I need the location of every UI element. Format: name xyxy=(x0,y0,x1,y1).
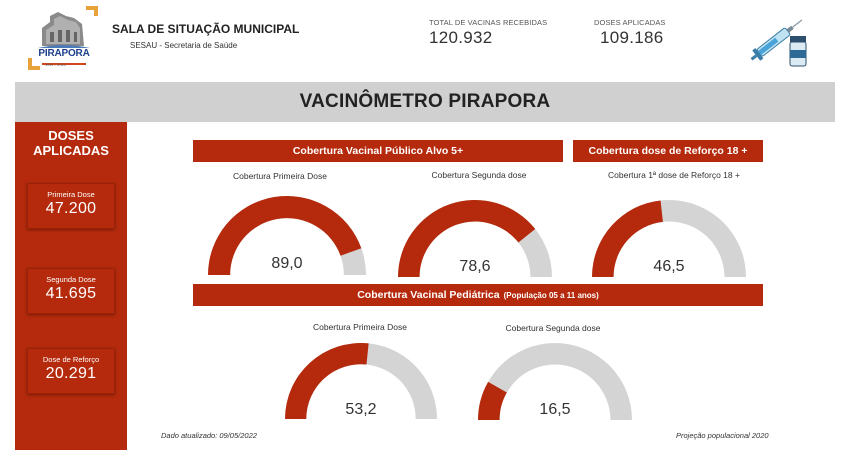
header: PIRAPORA 1911 - 2021 SALA DE SITUAÇÃO MU… xyxy=(0,0,850,80)
gauge-fill xyxy=(592,200,663,277)
dose-card-value: 47.200 xyxy=(45,200,97,217)
org-title: SALA DE SITUAÇÃO MUNICIPAL xyxy=(112,22,300,36)
gauge-value: 78,6 xyxy=(459,258,491,275)
gauge-fill xyxy=(208,196,362,275)
dose-card-value: 20.291 xyxy=(45,365,97,382)
gauge-second-dose xyxy=(398,200,552,277)
section-pediatric-note: (População 05 a 11 anos) xyxy=(503,290,599,300)
doses-sidebar: DOSES APLICADAS Primeira Dose 47.200 Seg… xyxy=(15,122,127,450)
last-updated-note: Dado atualizado: 09/05/2022 xyxy=(161,431,257,440)
sidebar-title: DOSES APLICADAS xyxy=(15,128,127,158)
sidebar-title-line1: DOSES xyxy=(48,128,94,143)
gauge-label: Cobertura Primeira Dose xyxy=(312,322,407,332)
sidebar-title-line2: APLICADAS xyxy=(33,143,109,158)
gauge-fill xyxy=(398,200,536,277)
org-subtitle: SESAU - Secretaria de Saúde xyxy=(130,41,238,50)
section-booster-coverage: Cobertura dose de Reforço 18 + xyxy=(573,140,763,162)
section-target-coverage: Cobertura Vacinal Público Alvo 5+ xyxy=(193,140,563,162)
dose-card-second: Segunda Dose 41.695 xyxy=(27,268,115,314)
page-title-bar: VACINÔMETRO PIRAPORA xyxy=(15,82,835,122)
gauge-pediatric-first-dose xyxy=(285,343,437,419)
dose-card-label: Segunda Dose xyxy=(46,275,96,284)
logo-years: 1911 - 2021 xyxy=(45,62,67,67)
kpi-doses-applied-value: 109.186 xyxy=(600,28,664,47)
section-target-title: Cobertura Vacinal Público Alvo 5+ xyxy=(292,145,464,157)
gauge-label: Cobertura Segunda dose xyxy=(431,170,527,180)
gauge-label: Cobertura 1ª dose de Reforço 18 + xyxy=(608,170,740,180)
gauge-fill xyxy=(285,343,369,419)
gauge-first-dose xyxy=(208,196,366,275)
gauge-track xyxy=(478,343,632,420)
city-logo-icon xyxy=(28,6,98,70)
gauge-label: Cobertura Primeira Dose xyxy=(232,171,327,181)
dose-card-value: 41.695 xyxy=(45,285,97,302)
syringe-vial-icon xyxy=(750,19,807,67)
dose-card-label: Primeira Dose xyxy=(47,190,95,199)
dose-card-first: Primeira Dose 47.200 xyxy=(27,183,115,229)
dose-card-booster: Dose de Reforço 20.291 xyxy=(27,348,115,394)
population-projection-note: Projeção populacional 2020 xyxy=(676,431,769,440)
kpi-total-received-value: 120.932 xyxy=(429,28,493,47)
gauge-value: 46,5 xyxy=(653,258,685,275)
dose-card-label: Dose de Reforço xyxy=(42,355,100,364)
section-booster-title: Cobertura dose de Reforço 18 + xyxy=(588,145,748,157)
gauge-booster-dose xyxy=(592,200,746,277)
kpi-doses-applied-label: DOSES APLICADAS xyxy=(594,18,666,27)
gauge-fill xyxy=(478,381,507,420)
kpi-total-received-label: TOTAL DE VACINAS RECEBIDAS xyxy=(429,18,548,27)
gauge-label: Cobertura Segunda dose xyxy=(505,323,601,333)
gauge-value: 16,5 xyxy=(539,401,571,418)
logo-name: PIRAPORA xyxy=(38,48,90,60)
gauge-value: 89,0 xyxy=(271,255,303,272)
gauge-pediatric-second-dose xyxy=(478,343,632,420)
gauge-value: 53,2 xyxy=(345,401,377,418)
section-pediatric-title: Cobertura Vacinal Pediátrica xyxy=(357,289,500,301)
section-pediatric-coverage: Cobertura Vacinal Pediátrica (População … xyxy=(193,284,763,306)
page-title: VACINÔMETRO PIRAPORA xyxy=(299,91,551,112)
